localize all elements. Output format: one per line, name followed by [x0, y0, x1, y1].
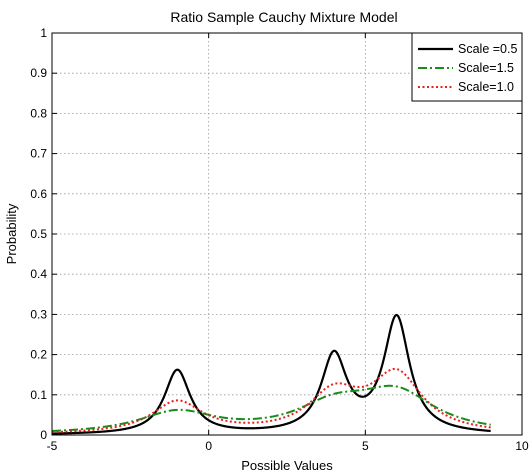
x-tick-label: -5: [47, 439, 58, 453]
y-tick-label: 0.9: [30, 66, 47, 80]
series-layer: [51, 313, 492, 435]
series-line: [51, 313, 492, 435]
y-tick-label: 0.4: [30, 267, 47, 281]
legend-label: Scale =0.5: [458, 42, 517, 56]
y-tick-label: 0: [40, 428, 47, 442]
y-tick-label: 1: [40, 26, 47, 40]
x-axis-title: Possible Values: [241, 458, 333, 473]
x-tick-label: 0: [205, 439, 212, 453]
y-tick-label: 0.7: [30, 147, 47, 161]
y-tick-label: 0.5: [30, 227, 47, 241]
legend-label: Scale=1.5: [458, 61, 514, 75]
series-line: [51, 384, 492, 432]
legend-label: Scale=1.0: [458, 80, 514, 94]
legend: Scale =0.5 Scale=1.5 Scale=1.0: [411, 32, 523, 102]
x-tick-label: 10: [515, 439, 529, 453]
y-tick-label: 0.6: [30, 187, 47, 201]
y-tick-label: 0.8: [30, 106, 47, 120]
y-axis-title: Probability: [4, 203, 19, 264]
x-tick-label: 5: [362, 439, 369, 453]
chart-title: Ratio Sample Cauchy Mixture Model: [170, 9, 397, 25]
y-tick-label: 0.2: [30, 348, 47, 362]
y-tick-label: 0.1: [30, 388, 47, 402]
series-line: [51, 367, 492, 434]
y-tick-label: 0.3: [30, 307, 47, 321]
grid: [52, 33, 522, 435]
